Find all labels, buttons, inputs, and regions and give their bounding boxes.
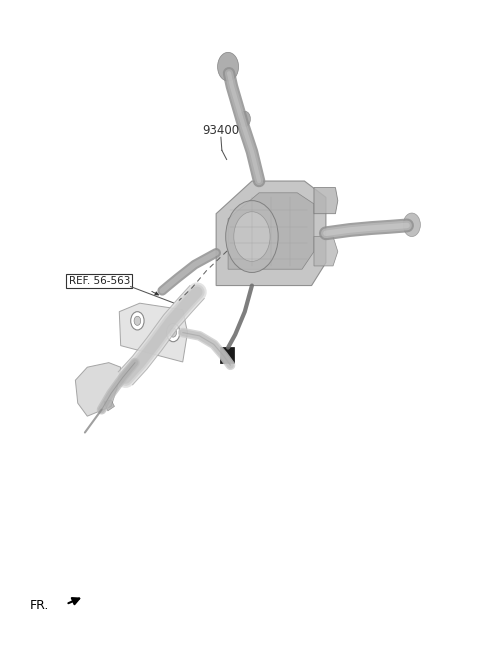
Circle shape	[226, 201, 278, 272]
Circle shape	[170, 328, 177, 337]
Circle shape	[134, 316, 141, 325]
FancyBboxPatch shape	[220, 347, 234, 363]
Text: FR.: FR.	[30, 599, 49, 612]
Circle shape	[167, 323, 180, 342]
Circle shape	[131, 312, 144, 330]
Circle shape	[239, 111, 251, 127]
Polygon shape	[104, 400, 115, 411]
Text: 93400: 93400	[203, 124, 240, 137]
Polygon shape	[119, 303, 188, 362]
Polygon shape	[314, 188, 338, 214]
Polygon shape	[216, 181, 326, 285]
Polygon shape	[75, 363, 120, 416]
Text: REF. 56-563: REF. 56-563	[69, 276, 130, 286]
Polygon shape	[314, 237, 338, 266]
Polygon shape	[228, 193, 314, 269]
Circle shape	[234, 212, 270, 261]
Circle shape	[403, 213, 420, 237]
Circle shape	[217, 52, 239, 81]
